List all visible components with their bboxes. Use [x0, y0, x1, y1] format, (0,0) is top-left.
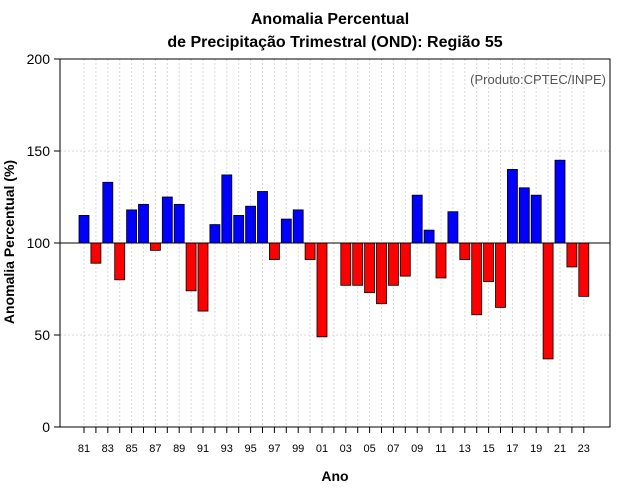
x-tick-label: 17: [506, 443, 518, 455]
x-tick-label: 09: [411, 443, 423, 455]
x-tick-label: 21: [554, 443, 566, 455]
y-tick-label: 200: [27, 51, 51, 67]
bar-07: [387, 242, 399, 286]
chart-subtitle: de Precipitação Trimestral (OND): Região…: [167, 34, 502, 51]
bar-22: [566, 242, 578, 268]
bar-03: [340, 242, 352, 286]
y-tick-label: 50: [34, 327, 50, 343]
bar-85: [126, 209, 137, 244]
bar-84: [114, 242, 126, 281]
y-tick-label: 100: [27, 235, 51, 251]
x-tick-label: 83: [102, 443, 114, 455]
y-axis: 0 50 100 150 200: [27, 51, 60, 435]
product-annotation: (Produto:CPTEC/INPE): [470, 72, 606, 87]
bar-92: [209, 224, 221, 244]
bar-05: [364, 242, 376, 294]
bar-86: [138, 203, 149, 244]
x-tick-label: 19: [530, 443, 542, 455]
bar-96: [257, 191, 268, 244]
x-tick-label: 97: [268, 443, 280, 455]
bar-06: [376, 242, 387, 305]
bar-23: [578, 242, 590, 297]
x-tick-label: 81: [78, 443, 90, 455]
bar-08: [399, 242, 411, 277]
y-tick-label: 150: [27, 143, 51, 159]
x-tick-label: 07: [387, 443, 399, 455]
bar-88: [161, 196, 173, 244]
plot-frame: [59, 58, 611, 428]
x-tick-label: 85: [125, 443, 137, 455]
x-tick-label: 99: [292, 443, 304, 455]
x-tick-label: 01: [316, 443, 328, 455]
y-axis-label: Anomalia Percentual (%): [1, 160, 17, 324]
bar-93: [221, 174, 233, 244]
x-tick-label: 03: [340, 443, 352, 455]
bar-94: [233, 214, 245, 244]
x-tick-label: 11: [435, 443, 446, 455]
bar-89: [173, 203, 185, 244]
bar-82: [90, 242, 102, 264]
bar-81: [78, 214, 90, 244]
bar-19: [530, 194, 542, 244]
x-tick-label: 89: [173, 443, 185, 455]
bar-00: [304, 242, 316, 260]
bar-99: [292, 209, 304, 244]
bar-20: [542, 242, 554, 360]
bar-11: [435, 242, 447, 279]
x-tick-label: 93: [221, 443, 233, 455]
bar-83: [102, 181, 114, 244]
bar-01: [316, 242, 328, 338]
x-axis-label: Ano: [321, 468, 348, 484]
bar-91: [197, 242, 209, 312]
chart-title: Anomalia Percentual: [251, 11, 409, 28]
x-tick-label: 87: [149, 443, 161, 455]
bar-18: [518, 187, 530, 244]
bar-12: [447, 211, 459, 244]
bar-17: [506, 168, 518, 244]
y-tick-label: 0: [42, 419, 50, 435]
bar-13: [459, 242, 471, 260]
bar-97: [268, 242, 280, 260]
bar-16: [495, 242, 506, 308]
x-tick-label: 95: [244, 443, 256, 455]
bar-90: [185, 242, 197, 292]
bar-09: [411, 194, 423, 244]
x-tick-label: 15: [482, 443, 494, 455]
bar-14: [471, 242, 483, 316]
bar-21: [554, 159, 566, 244]
bar-10: [423, 229, 435, 244]
bar-87: [149, 242, 161, 251]
bar-98: [280, 218, 292, 244]
x-tick-label: 91: [197, 443, 209, 455]
x-axis: 81 83 85 87 89 91 93 95 97 99 01 03 05 07 09 11 13 15 17 19…: [78, 427, 590, 455]
x-tick-label: 05: [363, 443, 375, 455]
x-tick-label: 23: [578, 443, 590, 455]
bars: [78, 159, 590, 360]
x-tick-label: 13: [459, 443, 471, 455]
bar-15: [483, 242, 495, 283]
bar-95: [245, 205, 257, 244]
bar-04: [352, 242, 364, 286]
